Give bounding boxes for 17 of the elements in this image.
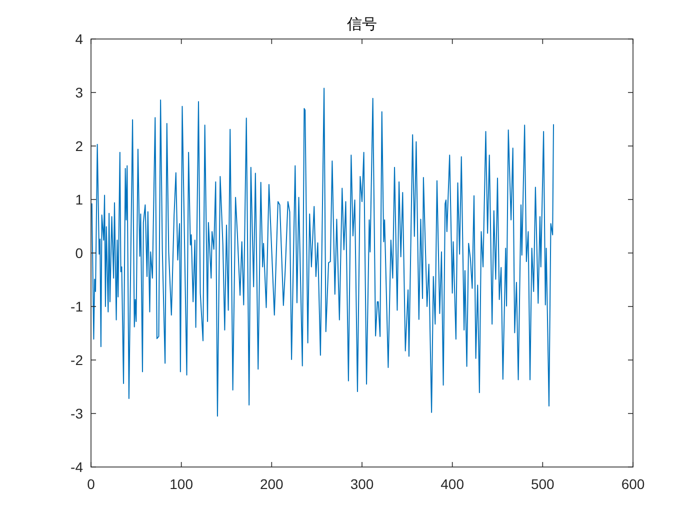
y-tick-label: -3 (70, 406, 84, 422)
y-tick-label: -1 (70, 298, 84, 314)
x-tick-label: 600 (621, 476, 645, 492)
y-tick-label: 0 (75, 245, 84, 261)
chart-title: 信号 (347, 16, 377, 33)
x-tick-label: 500 (530, 476, 555, 492)
y-tick-label: 2 (75, 138, 84, 154)
y-tick-label: -2 (70, 352, 84, 368)
y-tick-label: 1 (75, 192, 84, 208)
x-tick-label: 300 (350, 476, 374, 492)
x-tick-label: 0 (87, 476, 96, 492)
y-tick-label: -4 (70, 459, 84, 475)
x-tick-label: 200 (260, 476, 284, 492)
x-tick-label: 100 (170, 476, 194, 492)
x-tick-label: 400 (440, 476, 464, 492)
y-tick-label: 4 (75, 31, 84, 47)
y-tick-label: 3 (75, 84, 84, 100)
